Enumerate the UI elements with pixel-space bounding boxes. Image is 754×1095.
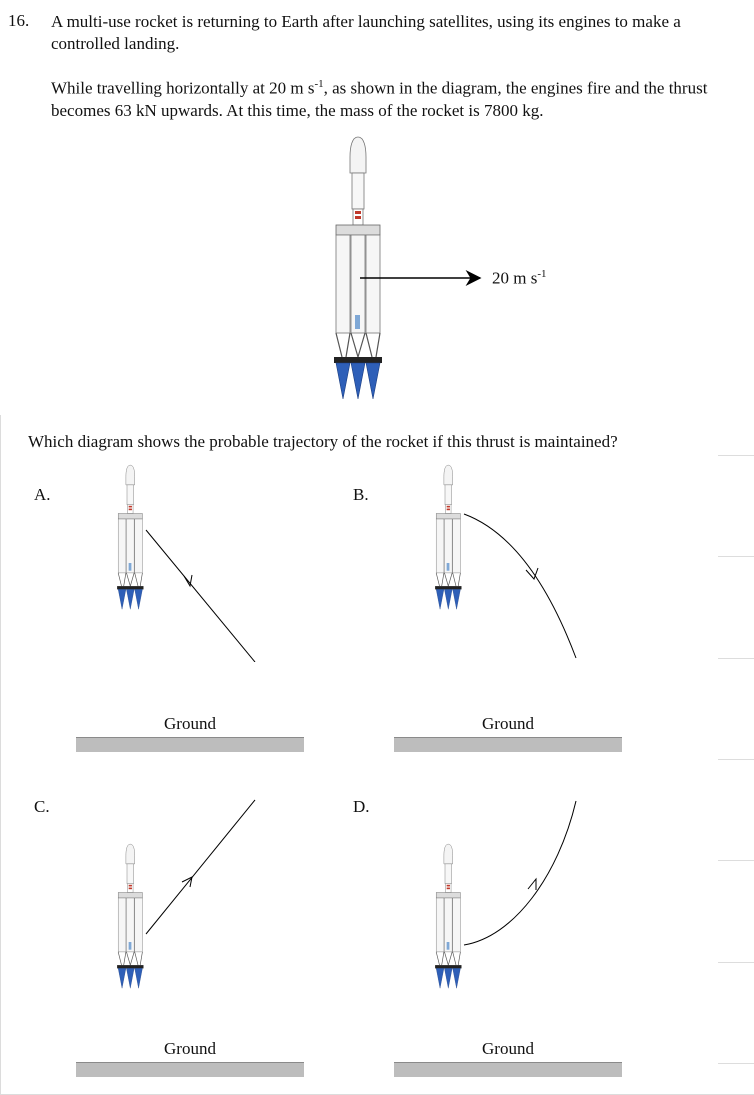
question-stem-details: While travelling horizontally at 20 m s-… — [51, 73, 741, 122]
option-b-ground-label: Ground — [482, 714, 534, 733]
option-b-label: B. — [353, 485, 369, 504]
option-b-diagram — [434, 464, 577, 659]
margin-tick — [718, 658, 754, 659]
option-a-ground-label: Ground — [164, 714, 216, 733]
option-d-ground — [394, 1062, 622, 1077]
option-a-diagram — [116, 464, 256, 662]
margin-tick — [718, 556, 754, 557]
rocket-icon — [116, 843, 144, 989]
margin-tick — [718, 962, 754, 963]
rocket-icon — [434, 464, 462, 610]
rocket-icon — [434, 843, 462, 989]
stem-part-2: , as shown in the diagram, the engines f… — [51, 78, 708, 120]
option-d-ground-label: Ground — [482, 1039, 534, 1058]
rocket-icon — [333, 136, 383, 400]
option-a-ground — [76, 737, 304, 752]
option-c-diagram — [116, 799, 256, 989]
margin-tick — [718, 1063, 754, 1064]
option-c-ground-label: Ground — [164, 1039, 216, 1058]
margin-tick — [718, 860, 754, 861]
frame-left-line — [0, 415, 1, 1095]
main-rocket-diagram — [333, 136, 482, 400]
option-b-ground — [394, 737, 622, 752]
margin-tick — [718, 759, 754, 760]
option-c-ground — [76, 1062, 304, 1077]
option-c-label: C. — [34, 797, 50, 816]
question-prompt: Which diagram shows the probable traject… — [28, 432, 618, 451]
margin-tick — [718, 455, 754, 456]
rocket-icon — [116, 464, 144, 610]
question-stem-intro: A multi-use rocket is returning to Earth… — [51, 12, 681, 53]
stem-part-1: While travelling horizontally at 20 m s — [51, 78, 315, 98]
velocity-label: 20 m s-1 — [492, 268, 547, 288]
question-number: 16. — [8, 11, 30, 30]
option-a-label: A. — [34, 485, 51, 504]
option-d-label: D. — [353, 797, 370, 816]
stem-unit-exponent: -1 — [314, 78, 324, 90]
option-d-diagram — [434, 800, 577, 989]
